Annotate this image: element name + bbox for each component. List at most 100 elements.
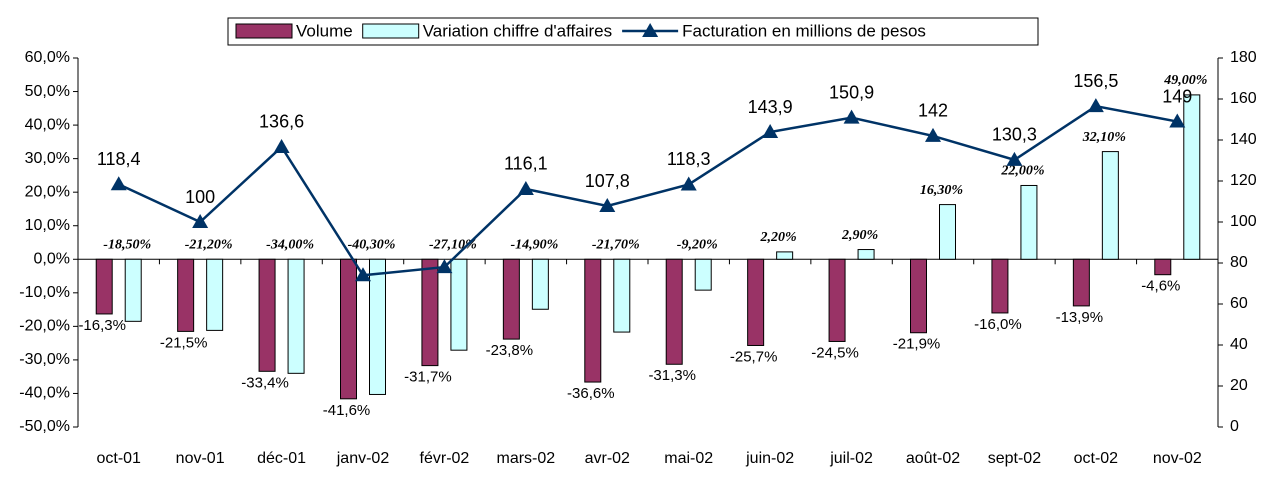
x-tick-label: nov-01 xyxy=(176,450,225,467)
bar xyxy=(776,251,794,260)
data-label: -27,10% xyxy=(429,237,477,252)
data-label: 150,9 xyxy=(829,82,874,102)
data-label: -40,30% xyxy=(348,237,396,252)
y2-tick-label: 160 xyxy=(1230,90,1257,107)
x-tick-label: déc-01 xyxy=(257,450,306,467)
data-label: 2,20% xyxy=(760,230,797,245)
data-label: 118,4 xyxy=(97,149,141,169)
data-label: 149 xyxy=(1162,86,1192,106)
x-tick-label: janv-02 xyxy=(336,450,390,467)
bar xyxy=(1183,94,1201,260)
marker xyxy=(517,180,534,195)
bar xyxy=(206,258,224,331)
y-tick-label: 0,0% xyxy=(34,250,70,267)
y2-tick-label: 100 xyxy=(1230,213,1257,230)
marker xyxy=(355,267,371,282)
marker xyxy=(110,176,127,191)
data-label: -41,6% xyxy=(323,402,371,419)
y2-tick-label: 120 xyxy=(1230,172,1257,189)
y2-tick-label: 180 xyxy=(1230,49,1257,66)
x-tick-label: juil-02 xyxy=(829,450,873,467)
marker xyxy=(273,138,290,153)
data-label: 143,9 xyxy=(748,97,793,117)
x-tick-label: mai-02 xyxy=(664,450,713,467)
legend-swatch xyxy=(642,23,659,37)
data-label: -13,9% xyxy=(1056,309,1104,326)
bar xyxy=(340,258,357,400)
legend-label: Volume xyxy=(296,21,353,40)
data-label: 107,8 xyxy=(585,171,630,191)
data-label: -21,5% xyxy=(160,334,208,351)
y2-tick-label: 0 xyxy=(1230,418,1239,435)
x-tick-label: août-02 xyxy=(906,450,960,467)
data-label: -21,20% xyxy=(185,237,233,252)
bar xyxy=(287,258,305,374)
marker xyxy=(1006,151,1023,166)
x-tick-label: oct-01 xyxy=(96,450,141,467)
data-label: 118,3 xyxy=(667,149,711,169)
marker xyxy=(680,176,697,191)
marker xyxy=(843,109,860,124)
data-label: 49,00% xyxy=(1163,73,1207,88)
legend-label: Facturation en millions de pesos xyxy=(682,21,926,40)
data-label: 136,6 xyxy=(259,112,304,132)
legend-swatch xyxy=(235,23,293,39)
data-label: -21,70% xyxy=(592,237,640,252)
marker xyxy=(762,124,779,139)
data-label: 100 xyxy=(185,187,215,207)
data-label: -21,9% xyxy=(893,336,941,353)
x-tick-label: juin-02 xyxy=(745,450,794,467)
legend-swatch xyxy=(362,23,420,39)
bar xyxy=(1154,258,1172,276)
x-tick-label: mars-02 xyxy=(497,450,556,467)
bar xyxy=(747,258,765,346)
marker xyxy=(1169,113,1186,128)
bar xyxy=(991,258,1009,314)
bar xyxy=(95,258,113,315)
bar xyxy=(1020,184,1038,260)
marker xyxy=(1087,98,1104,113)
x-tick-label: sept-02 xyxy=(988,450,1041,467)
marker xyxy=(925,127,941,142)
data-label: -16,0% xyxy=(974,316,1022,333)
bar xyxy=(450,258,468,351)
y-tick-label: -30,0% xyxy=(19,351,70,368)
data-label: -14,90% xyxy=(510,237,558,252)
data-label: 16,30% xyxy=(920,183,963,198)
y2-tick-label: 80 xyxy=(1230,254,1248,271)
data-label: -16,3% xyxy=(78,317,126,334)
x-tick-label: nov-02 xyxy=(1153,450,1202,467)
bar xyxy=(584,258,602,383)
y-tick-label: 30,0% xyxy=(25,150,70,167)
bar xyxy=(665,258,683,365)
y-tick-label: 10,0% xyxy=(25,217,70,234)
bar xyxy=(531,258,549,310)
data-label: -31,3% xyxy=(648,367,696,384)
data-label: -23,8% xyxy=(486,342,534,359)
y-tick-label: 40,0% xyxy=(25,116,70,133)
x-tick-label: févr-02 xyxy=(420,450,470,467)
y-tick-label: -20,0% xyxy=(19,318,70,335)
marker xyxy=(599,198,616,213)
bar xyxy=(502,258,520,340)
data-label: 2,90% xyxy=(841,228,878,243)
y2-tick-label: 40 xyxy=(1230,336,1248,353)
bar xyxy=(258,258,276,372)
bar xyxy=(939,204,956,260)
y-tick-label: -50,0% xyxy=(19,418,70,435)
data-label: -36,6% xyxy=(567,385,615,402)
bar xyxy=(857,249,875,260)
y-tick-label: 60,0% xyxy=(25,49,70,66)
data-label: -24,5% xyxy=(811,344,859,361)
data-label: 130,3 xyxy=(992,125,1037,145)
y-tick-label: -10,0% xyxy=(19,284,70,301)
data-label: -18,50% xyxy=(103,237,151,252)
data-label: 142 xyxy=(918,101,948,121)
data-label: -34,00% xyxy=(266,237,314,252)
y2-tick-label: 140 xyxy=(1230,131,1257,148)
data-label: 156,5 xyxy=(1073,71,1118,91)
y2-tick-label: 20 xyxy=(1230,377,1248,394)
data-label: -9,20% xyxy=(677,237,718,252)
bar xyxy=(828,258,846,342)
